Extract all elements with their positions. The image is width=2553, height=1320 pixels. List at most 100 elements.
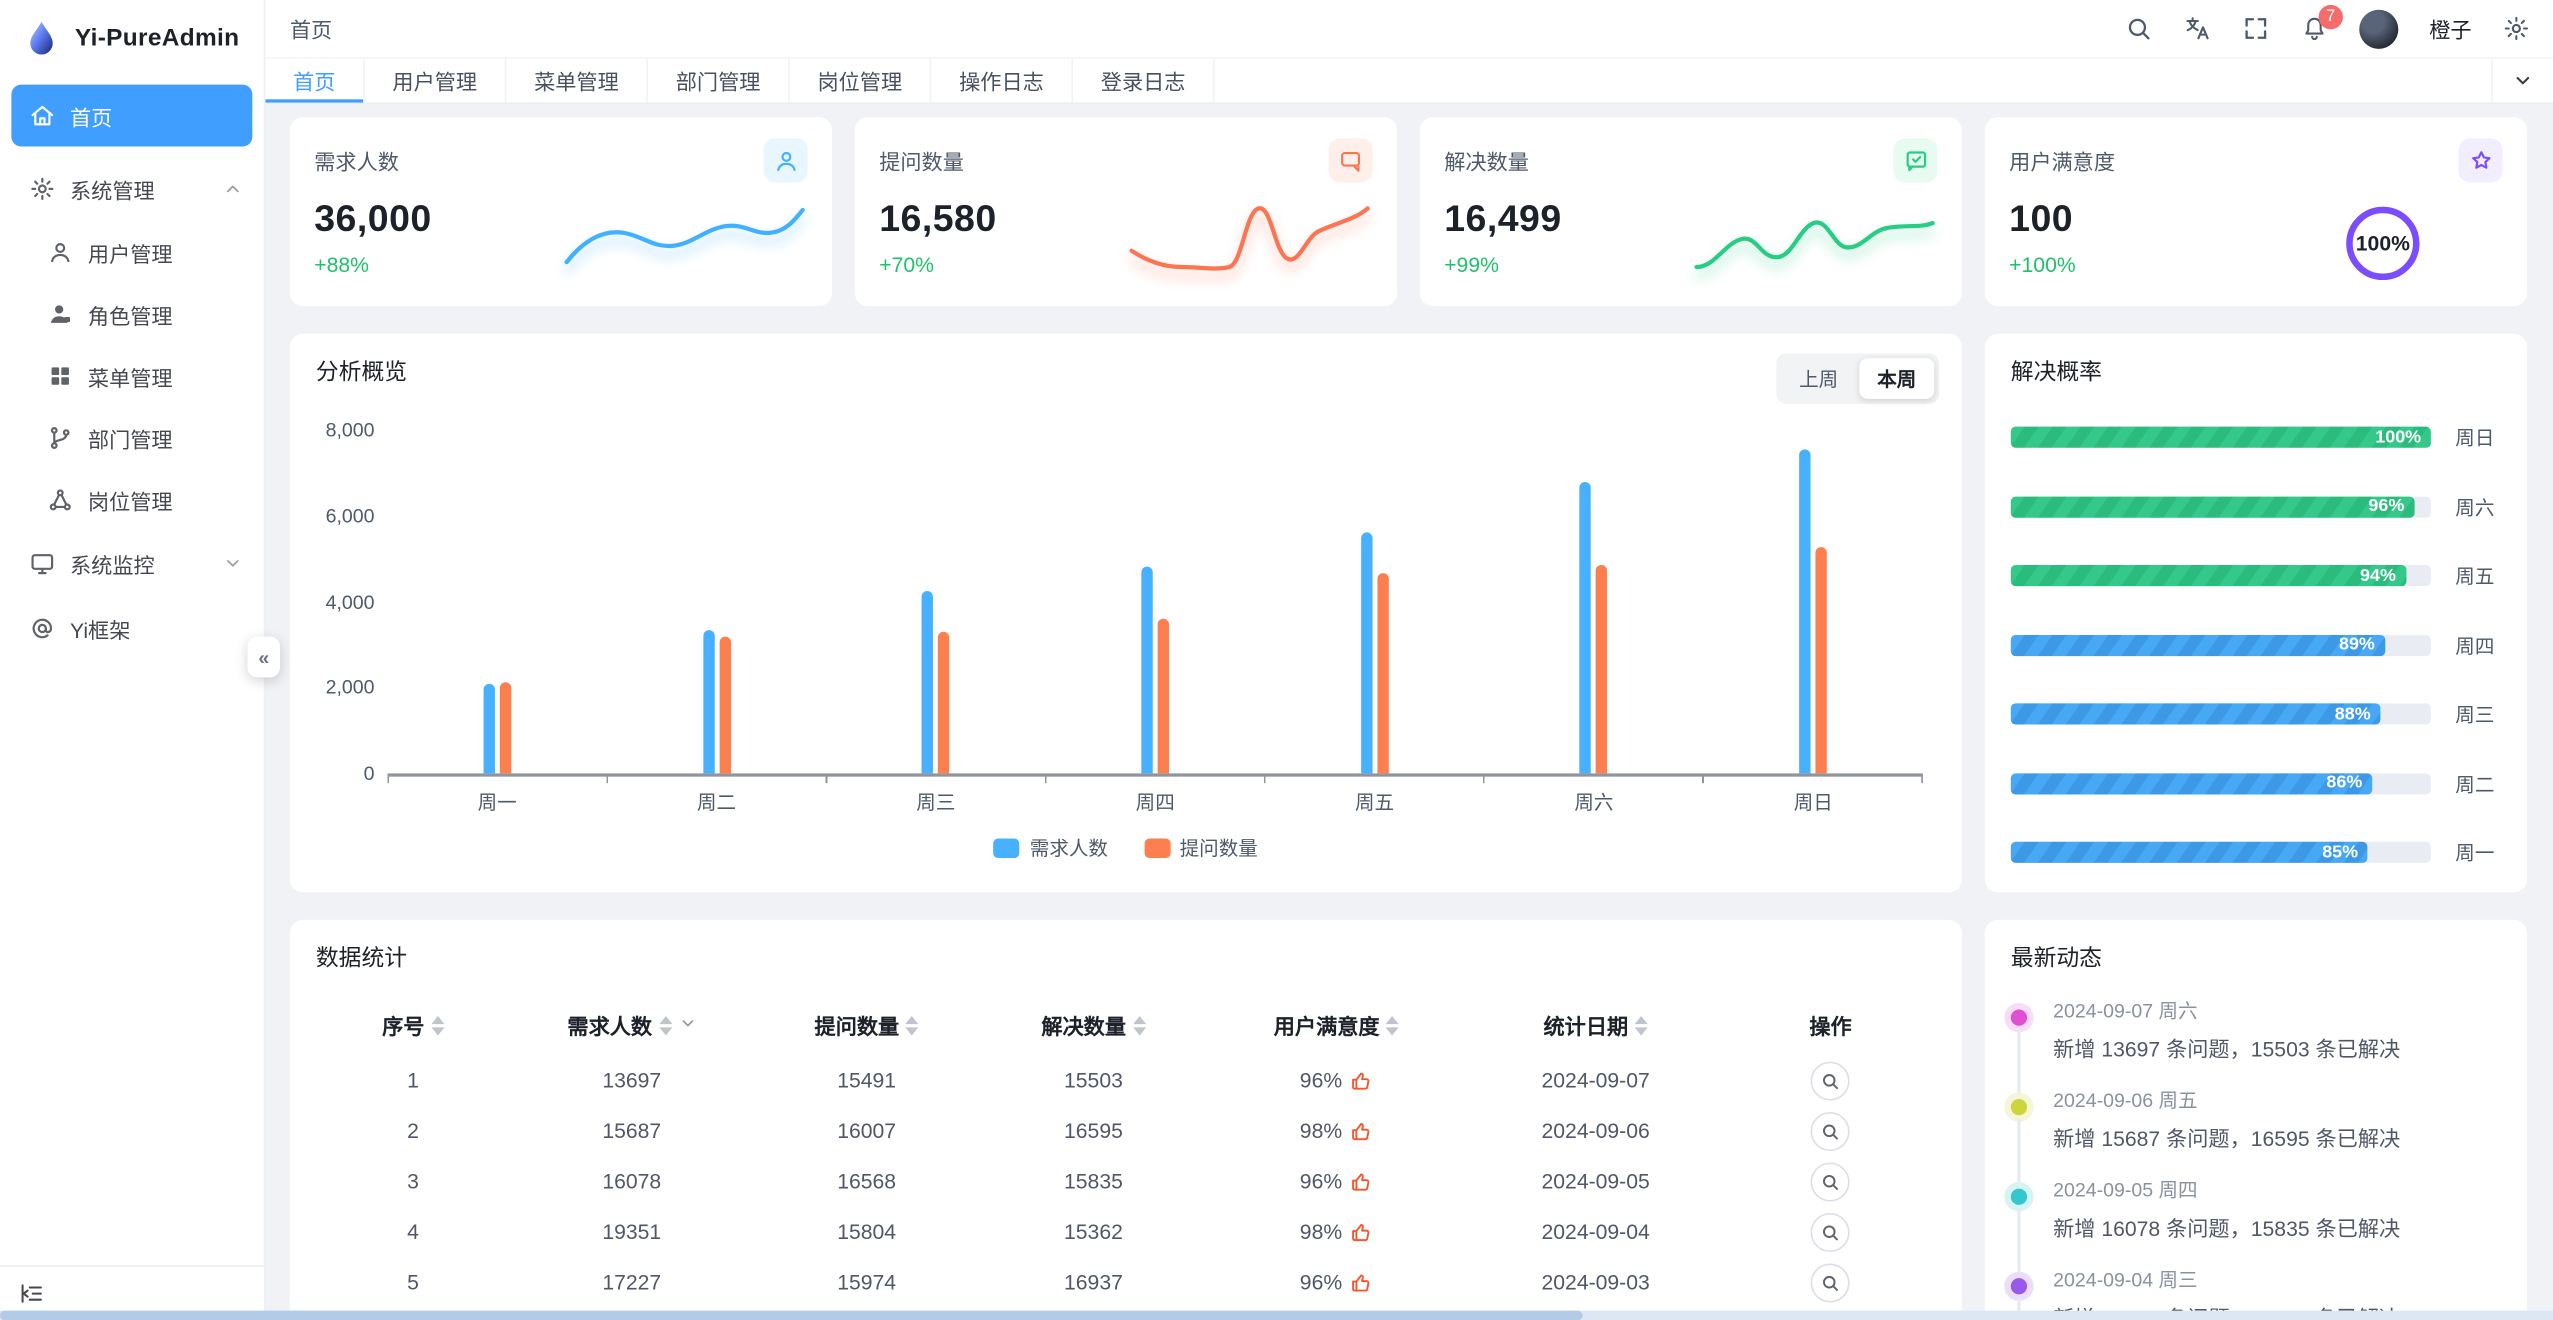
username[interactable]: 橙子 <box>2429 17 2472 43</box>
progress-day-label: 周二 <box>2455 772 2495 796</box>
droplet-logo-icon <box>30 20 53 54</box>
sidebar-item-label: 首页 <box>70 105 113 130</box>
timeline-text: 新增 13697 条问题，15503 条已解决 <box>2053 1037 2401 1062</box>
operation-cell <box>1725 1055 1936 1105</box>
sort-carets-icon[interactable] <box>905 1015 919 1035</box>
chat-check-icon <box>1893 138 1938 183</box>
column-header-操作: 操作 <box>1725 995 1936 1055</box>
operation-cell <box>1725 1257 1936 1307</box>
x-axis-label: 周五 <box>1355 791 1395 815</box>
bell-icon[interactable]: 7 <box>2301 4 2343 43</box>
bar-group-周五 <box>1265 430 1484 774</box>
star-icon <box>2458 138 2503 183</box>
column-header-统计日期[interactable]: 统计日期 <box>1466 995 1725 1055</box>
table-title: 数据统计 <box>315 944 408 971</box>
horizontal-scrollbar[interactable] <box>0 1310 2553 1320</box>
x-axis-label: 周六 <box>1574 791 1614 815</box>
view-row-button[interactable] <box>1811 1262 1851 1302</box>
sort-carets-icon[interactable] <box>430 1015 445 1035</box>
column-header-需求人数[interactable]: 需求人数 <box>510 995 753 1055</box>
breadcrumb[interactable]: 首页 <box>289 17 333 43</box>
tabs: 首页 用户管理 菜单管理 部门管理 岗位管理 操作日志 登录日志 <box>265 58 1215 103</box>
tab-部门管理[interactable]: 部门管理 <box>648 58 790 103</box>
cell-demand: 13697 <box>602 1068 662 1093</box>
sort-carets-icon[interactable] <box>1386 1015 1400 1035</box>
bar-需求人数-周五 <box>1360 532 1373 774</box>
y-axis-tick: 0 <box>363 761 375 785</box>
sidebar-item-2[interactable]: 系统管理 <box>0 156 264 221</box>
column-header-提问数量[interactable]: 提问数量 <box>753 995 980 1055</box>
bar-提问数量-周日 <box>1815 547 1828 774</box>
role-icon <box>47 301 73 327</box>
sort-carets-icon[interactable] <box>1132 1015 1146 1035</box>
timeline-date: 2024-09-07 周六 <box>2053 999 2198 1023</box>
view-row-button[interactable] <box>1811 1111 1851 1151</box>
solve-probability-card: 解决概率 100% 周日 96% 周六 94% 周五 89% 周四 88% 周三 86% 周二 85% 周… <box>1984 333 2527 893</box>
week-toggle: 上周 本周 <box>1776 353 1940 404</box>
view-row-button[interactable] <box>1811 1161 1851 1201</box>
column-label: 统计日期 <box>1543 1014 1629 1039</box>
column-label: 需求人数 <box>567 1014 653 1039</box>
view-row-button[interactable] <box>1811 1212 1851 1252</box>
chat-icon <box>1328 138 1373 183</box>
sidebar-item-4[interactable]: Yi框架 <box>0 596 264 661</box>
sidebar: Yi-PureAdmin 首页 系统管理 用户管理 角色管理 菜单管理 部门管理 岗位管理系… <box>0 0 281 1320</box>
last-week-button[interactable]: 上周 <box>1781 358 1856 399</box>
sidebar-subitem-角色管理[interactable]: 角色管理 <box>0 283 264 345</box>
tabs-dropdown-icon[interactable] <box>2491 58 2553 103</box>
column-header-序号[interactable]: 序号 <box>316 995 510 1055</box>
thumb-up-icon <box>1350 1220 1373 1243</box>
column-label: 解决数量 <box>1041 1014 1127 1039</box>
sidebar-item-label: 系统监控 <box>70 552 155 578</box>
view-row-button[interactable] <box>1811 1060 1851 1100</box>
tab-操作日志[interactable]: 操作日志 <box>931 58 1074 103</box>
avatar[interactable] <box>2359 8 2399 49</box>
filter-chevron-icon[interactable] <box>678 1013 696 1037</box>
timeline-date: 2024-09-05 周四 <box>2053 1178 2198 1202</box>
tab-用户管理[interactable]: 用户管理 <box>365 58 507 103</box>
stat-card-title: 用户满意度 <box>2009 149 2116 175</box>
thumb-up-icon <box>1350 1271 1373 1294</box>
sidebar-subitem-菜单管理[interactable]: 菜单管理 <box>0 345 264 407</box>
sidebar-item-3[interactable]: 系统监控 <box>0 531 264 596</box>
sidebar-collapse-button[interactable]: « <box>247 636 281 678</box>
sparkline <box>1692 189 1939 283</box>
fold-sidebar-icon[interactable] <box>20 1281 44 1305</box>
tab-菜单管理[interactable]: 菜单管理 <box>506 58 649 103</box>
sidebar-subitem-部门管理[interactable]: 部门管理 <box>0 407 264 469</box>
table-row: 3 16078 16568 15835 96% 2024-09-05 <box>316 1156 1936 1206</box>
gear-icon[interactable] <box>2503 15 2531 43</box>
translate-icon[interactable] <box>2183 15 2211 43</box>
stat-card-value: 16,499 <box>1444 197 1562 240</box>
satisfaction-value: 98% <box>1299 1219 1343 1244</box>
sort-carets-icon[interactable] <box>1634 1015 1648 1035</box>
bar-提问数量-周四 <box>1157 618 1170 774</box>
tab-首页[interactable]: 首页 <box>265 58 365 103</box>
stat-card-title: 提问数量 <box>879 149 964 175</box>
sidebar-item-1[interactable]: 首页 <box>11 84 253 147</box>
sidebar-subitem-用户管理[interactable]: 用户管理 <box>0 221 264 283</box>
tab-岗位管理[interactable]: 岗位管理 <box>790 58 932 103</box>
column-header-用户满意度[interactable]: 用户满意度 <box>1207 995 1466 1055</box>
cell-date: 2024-09-03 <box>1541 1269 1650 1295</box>
progress-track: 96% <box>2010 495 2431 517</box>
y-axis-tick: 6,000 <box>325 504 375 528</box>
timeline-dot <box>2010 1009 2028 1026</box>
sort-carets-icon[interactable] <box>658 1015 672 1035</box>
search-icon[interactable] <box>2125 15 2153 43</box>
chevron-up-icon <box>223 179 243 199</box>
timeline-text: 新增 15687 条问题，16595 条已解决 <box>2053 1126 2401 1152</box>
stat-card-delta: +100% <box>2009 252 2076 277</box>
tab-登录日志[interactable]: 登录日志 <box>1073 58 1215 103</box>
sidebar-subitem-岗位管理[interactable]: 岗位管理 <box>0 469 264 531</box>
chart-legend: 需求人数 提问数量 <box>316 834 1936 862</box>
stat-card-3: 解决数量 16,499 +99% <box>1419 117 1962 307</box>
legend-item-提问数量[interactable]: 提问数量 <box>1143 834 1258 862</box>
timeline: 2024-09-07 周六新增 13697 条问题，15503 条已解决 2024… <box>2010 996 2501 1320</box>
this-week-button[interactable]: 本周 <box>1859 358 1935 399</box>
latest-activity-card: 最新动态 2024-09-07 周六 新增 13697 条问题，15503 条已解… <box>1984 919 2527 1320</box>
fullscreen-icon[interactable] <box>2242 15 2270 43</box>
column-header-解决数量[interactable]: 解决数量 <box>980 995 1207 1055</box>
legend-item-需求人数[interactable]: 需求人数 <box>993 834 1108 862</box>
